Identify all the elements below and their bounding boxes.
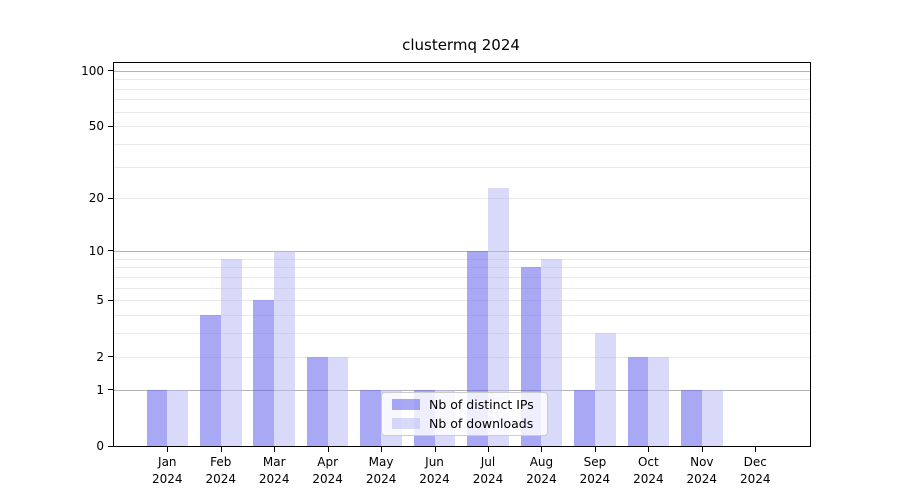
major-gridline [114,250,810,252]
x-tick-mark [701,447,703,452]
legend-row-distinct-ips: Nb of distinct IPs [392,395,547,414]
x-tick-mark [488,447,489,452]
minor-gridline [114,333,810,335]
minor-gridline [114,300,810,302]
minor-gridline [114,79,810,81]
bar-downloads-jul [488,187,509,446]
x-tick-label: Aug 2024 [526,455,557,487]
x-tick-label: Jan 2024 [152,455,183,487]
y-tick-label: 100 [81,63,104,78]
y-tick-mark [108,299,113,301]
minor-gridline [114,198,810,200]
legend-label-distinct-ips: Nb of distinct IPs [429,396,534,412]
minor-gridline [114,111,810,113]
minor-gridline [114,258,810,260]
y-tick-label: 10 [88,243,104,258]
bar-distinct-ips-may [360,389,382,446]
bar-distinct-ips-jan [146,389,168,446]
major-gridline [114,389,810,391]
y-tick-mark [108,250,113,252]
x-tick-mark [648,447,650,452]
bar-downloads-apr [327,356,349,446]
x-tick-label: May 2024 [365,455,397,487]
minor-gridline [114,287,810,289]
x-tick-mark [755,447,757,452]
y-tick-mark [108,356,113,358]
plot-area: 0 1 2 5 10 20 50 100 Jan 2024 Feb 2024 Mar 2024 Apr 202… [81,62,811,486]
legend-swatch-distinct-ips [392,398,420,410]
x-tick-label: Apr 2024 [312,455,343,487]
bar-downloads-oct [648,356,670,446]
x-tick-label: Feb 2024 [205,455,237,487]
minor-gridline [114,143,810,145]
bar-downloads-nov [701,389,723,446]
minor-gridline [114,356,810,358]
x-tick-mark [220,447,222,452]
x-tick-label: Mar 2024 [258,455,290,487]
minor-gridline [114,126,810,128]
x-tick-label: Sep 2024 [579,455,611,487]
x-tick-mark [327,447,329,452]
bar-distinct-ips-sep [574,389,595,446]
bar-downloads-feb [220,258,242,446]
y-tick-label: 2 [96,349,104,364]
x-tick-label: Oct 2024 [633,455,664,487]
y-tick-label: 0 [96,439,104,453]
bar-downloads-sep [594,333,616,446]
y-tick-mark [108,70,113,72]
x-tick-mark [434,447,436,452]
y-tick-label: 20 [88,191,104,206]
minor-gridline [114,99,810,101]
bar-distinct-ips-apr [306,356,328,446]
minor-gridline [114,166,810,168]
legend-label-downloads: Nb of downloads [429,416,534,432]
bar-downloads-mar [274,250,295,446]
bar-distinct-ips-mar [253,300,275,446]
x-tick-mark [274,447,276,452]
bar-distinct-ips-oct [627,356,649,446]
x-tick-label: Jun 2024 [419,455,450,487]
legend-swatch-downloads [392,418,420,430]
y-tick-label: 50 [88,119,104,134]
minor-gridline [114,276,810,278]
minor-gridline [114,315,810,317]
x-tick-label: Dec 2024 [739,455,771,487]
x-tick-label: Jul 2024 [472,455,504,487]
bar-downloads-jan [167,389,189,446]
y-tick-label: 1 [96,382,104,397]
y-tick-mark [108,197,113,199]
y-tick-mark [108,125,113,127]
y-tick-label: 5 [96,293,104,308]
x-tick-mark [541,447,543,452]
x-tick-label: Nov 2024 [686,455,718,487]
bar-distinct-ips-nov [681,389,702,446]
y-tick-mark [108,389,113,391]
legend-row-downloads: Nb of downloads [392,415,547,434]
minor-gridline [114,88,810,90]
x-tick-mark [594,447,596,452]
major-gridline [114,70,810,72]
minor-gridline [114,267,810,269]
chart-title: clustermq 2024 [402,36,520,54]
y-tick-mark [108,445,113,447]
legend: Nb of distinct IPs Nb of downloads [381,392,548,436]
x-tick-mark [381,447,383,452]
bar-distinct-ips-feb [199,315,221,446]
x-tick-mark [167,447,169,452]
